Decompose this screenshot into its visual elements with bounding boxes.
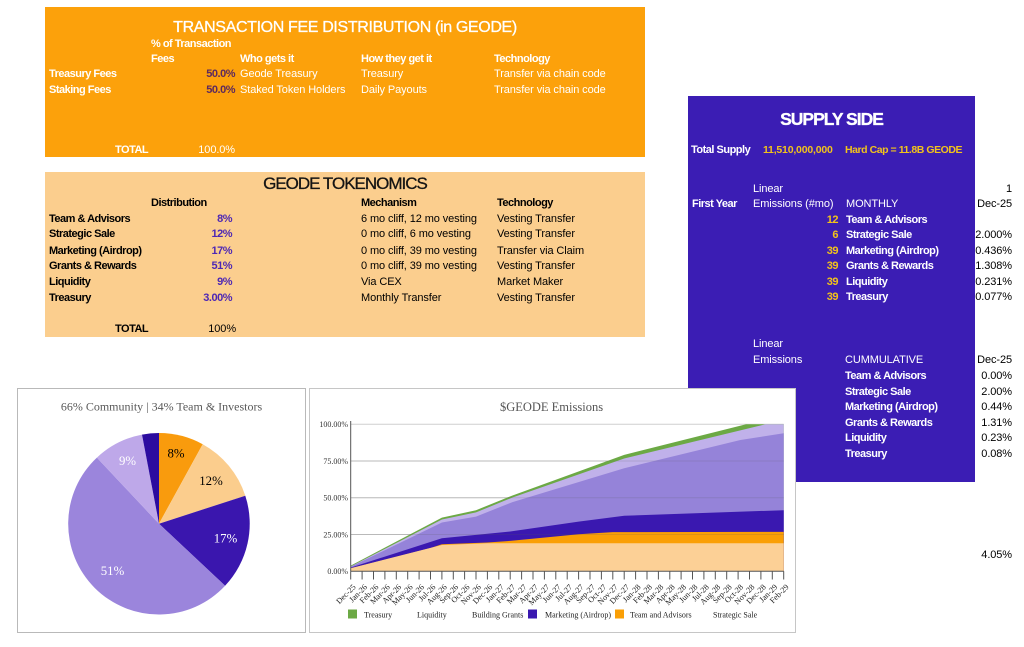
svg-text:8%: 8% xyxy=(167,447,184,461)
svg-text:12%: 12% xyxy=(199,474,223,488)
svg-text:100.00%: 100.00% xyxy=(319,420,348,429)
svg-text:17%: 17% xyxy=(214,532,238,546)
svg-text:25.00%: 25.00% xyxy=(323,530,348,539)
svg-text:$GEODE Emissions: $GEODE Emissions xyxy=(500,400,603,414)
svg-text:Liquidity: Liquidity xyxy=(417,611,447,620)
svg-text:Team and Advisors: Team and Advisors xyxy=(630,611,692,620)
svg-text:66% Community | 34% Team & Inv: 66% Community | 34% Team & Investors xyxy=(61,400,263,414)
svg-text:Building Grants: Building Grants xyxy=(472,611,523,620)
svg-text:0.00%: 0.00% xyxy=(327,567,348,576)
svg-text:51%: 51% xyxy=(101,564,125,578)
svg-text:50.00%: 50.00% xyxy=(323,494,348,503)
svg-text:75.00%: 75.00% xyxy=(323,457,348,466)
svg-text:9%: 9% xyxy=(119,454,136,468)
svg-text:Treasury: Treasury xyxy=(364,611,392,620)
svg-text:Marketing (Airdrop): Marketing (Airdrop) xyxy=(545,611,611,620)
svg-text:Strategic Sale: Strategic Sale xyxy=(713,611,758,620)
